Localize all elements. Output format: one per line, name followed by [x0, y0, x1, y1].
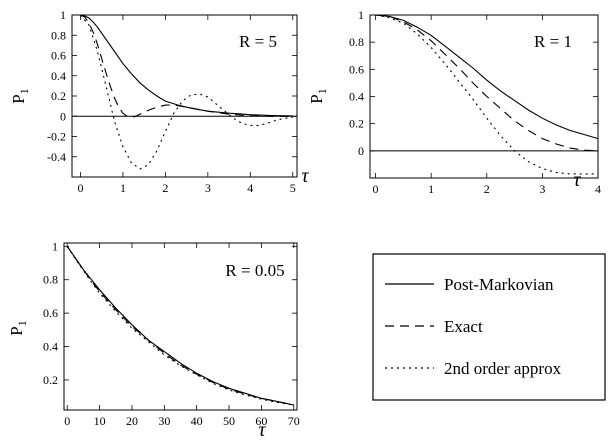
- series-solid: [375, 14, 599, 140]
- y-axis-label: P1: [7, 320, 29, 335]
- x-tick-label: 0: [77, 181, 83, 195]
- y-axis-label-subscript: 1: [315, 88, 329, 94]
- legend-box: Post-Markovian Exact 2nd order approx: [372, 253, 606, 401]
- y-tick-label: 0.4: [51, 69, 66, 83]
- x-tick-label: 70: [288, 414, 300, 428]
- y-axis-label: P1: [9, 88, 31, 103]
- y-tick-label: 0.2: [349, 117, 364, 131]
- x-tick-label: 4: [247, 181, 253, 195]
- y-tick-label: -0.2: [47, 130, 66, 144]
- x-tick-label: 20: [126, 414, 138, 428]
- series-dotted: [80, 14, 293, 170]
- x-tick-label: 2: [484, 182, 490, 196]
- x-tick-label: 30: [158, 414, 170, 428]
- y-tick-label: 0.8: [43, 273, 58, 287]
- series-dashed: [375, 14, 599, 152]
- x-tick-label: 50: [223, 414, 235, 428]
- x-tick-label: 5: [290, 181, 296, 195]
- x-tick-label: 0: [373, 182, 379, 196]
- y-tick-label: 1: [52, 239, 58, 253]
- x-tick-label: 0: [64, 414, 70, 428]
- x-tick-label: 3: [539, 182, 545, 196]
- y-tick-label: 0.6: [349, 62, 364, 76]
- x-tick-label: 60: [255, 414, 267, 428]
- y-tick-label: 0.8: [51, 28, 66, 42]
- y-tick-label: 1: [358, 8, 364, 22]
- y-tick-label: 0.8: [349, 35, 364, 49]
- x-axis-label: τ: [573, 169, 581, 191]
- r-annotation: R = 0.05: [225, 261, 284, 280]
- x-tick-label: 1: [120, 181, 126, 195]
- y-axis-label-main: P: [307, 94, 326, 103]
- legend-label-exact: Exact: [444, 317, 483, 336]
- y-tick-label: 0.4: [349, 90, 364, 104]
- x-tick-label: 1: [428, 182, 434, 196]
- series-dotted: [375, 14, 598, 175]
- y-axis-label-main: P: [9, 94, 28, 103]
- y-tick-label: 0.4: [43, 340, 58, 354]
- legend-label-2nd-order: 2nd order approx: [444, 359, 562, 378]
- x-axis-label: τ: [301, 165, 309, 187]
- legend-label-post-markovian: Post-Markovian: [444, 275, 554, 294]
- y-tick-label: 0.6: [51, 49, 66, 63]
- series-dashed: [80, 14, 293, 118]
- y-tick-label: 0.2: [51, 89, 66, 103]
- plot-frame: [63, 242, 298, 411]
- legend-frame: [372, 253, 606, 401]
- x-axis-label: τ: [258, 419, 266, 441]
- y-tick-label: 0.2: [43, 373, 58, 387]
- y-axis-label-subscript: 1: [17, 88, 31, 94]
- y-tick-label: 0: [358, 144, 364, 158]
- y-axis-label: P1: [307, 88, 329, 103]
- y-axis-label-main: P: [7, 326, 26, 335]
- r-annotation: R = 1: [534, 32, 572, 51]
- x-tick-label: 40: [191, 414, 203, 428]
- y-tick-label: -0.4: [47, 150, 66, 164]
- x-tick-label: 2: [162, 181, 168, 195]
- y-tick-label: 0: [60, 109, 66, 123]
- y-tick-label: 0.6: [43, 306, 58, 320]
- y-tick-label: 1: [60, 8, 66, 22]
- x-tick-label: 3: [205, 181, 211, 195]
- x-tick-label: 10: [94, 414, 106, 428]
- r-annotation: R = 5: [239, 32, 277, 51]
- x-tick-label: 4: [595, 182, 601, 196]
- series-solid: [80, 14, 293, 117]
- y-axis-label-subscript: 1: [15, 320, 29, 326]
